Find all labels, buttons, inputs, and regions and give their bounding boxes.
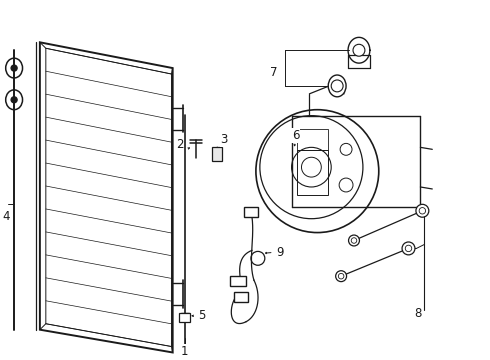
Text: 8: 8 xyxy=(415,307,422,320)
Bar xyxy=(296,150,328,195)
Text: 5: 5 xyxy=(197,309,205,322)
Bar xyxy=(234,292,248,302)
Text: 7: 7 xyxy=(270,66,277,78)
Circle shape xyxy=(402,242,415,255)
Text: 2: 2 xyxy=(176,138,183,151)
Text: 6: 6 xyxy=(292,129,299,142)
Circle shape xyxy=(353,44,365,56)
Circle shape xyxy=(416,204,429,217)
Text: 3: 3 xyxy=(220,133,228,146)
Circle shape xyxy=(11,65,17,71)
Ellipse shape xyxy=(328,75,346,97)
Bar xyxy=(230,276,246,286)
Bar xyxy=(244,207,258,217)
Text: 9: 9 xyxy=(276,246,283,259)
Bar xyxy=(296,129,328,150)
Text: 4: 4 xyxy=(2,210,10,223)
Circle shape xyxy=(11,97,17,103)
Text: 1: 1 xyxy=(181,345,188,358)
Circle shape xyxy=(348,235,360,246)
Bar xyxy=(212,147,222,161)
Bar xyxy=(179,313,191,322)
Circle shape xyxy=(336,271,346,282)
Circle shape xyxy=(331,80,343,92)
